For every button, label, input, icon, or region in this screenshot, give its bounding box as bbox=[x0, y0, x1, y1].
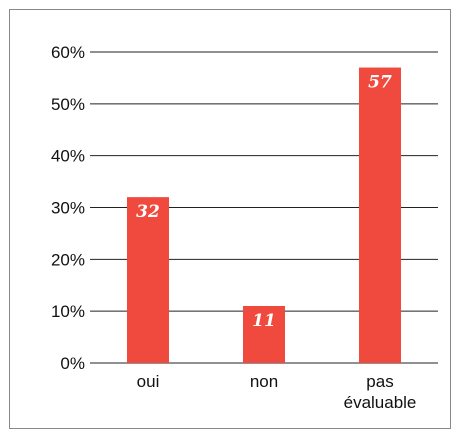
x-category-label: oui bbox=[137, 372, 160, 391]
y-tick-label: 40% bbox=[51, 147, 85, 166]
bar bbox=[359, 67, 401, 364]
data-label: 32 bbox=[136, 202, 160, 222]
data-label: 57 bbox=[368, 73, 392, 93]
bars bbox=[127, 67, 401, 364]
bar-chart: 0% 10% 20% 30% 40% 50% 60% 32 11 57 oui non pas éva… bbox=[51, 43, 438, 412]
x-category-label: pas bbox=[366, 372, 393, 391]
y-tick-label: 20% bbox=[51, 250, 85, 269]
chart-frame: 0% 10% 20% 30% 40% 50% 60% 32 11 57 oui non pas éva… bbox=[9, 9, 451, 429]
bar bbox=[243, 305, 285, 363]
x-category-label: non bbox=[250, 372, 278, 391]
y-tick-label: 0% bbox=[60, 354, 85, 373]
y-tick-label: 30% bbox=[51, 199, 85, 218]
y-tick-label: 10% bbox=[51, 302, 85, 321]
x-category-label: évaluable bbox=[344, 393, 417, 412]
y-axis-ticks: 0% 10% 20% 30% 40% 50% 60% bbox=[51, 43, 85, 373]
data-label: 11 bbox=[252, 311, 276, 331]
y-tick-label: 50% bbox=[51, 95, 85, 114]
bar bbox=[127, 197, 169, 363]
x-axis-categories: oui non pas évaluable bbox=[137, 372, 417, 412]
y-tick-label: 60% bbox=[51, 43, 85, 62]
data-labels: 32 11 57 bbox=[136, 73, 392, 331]
